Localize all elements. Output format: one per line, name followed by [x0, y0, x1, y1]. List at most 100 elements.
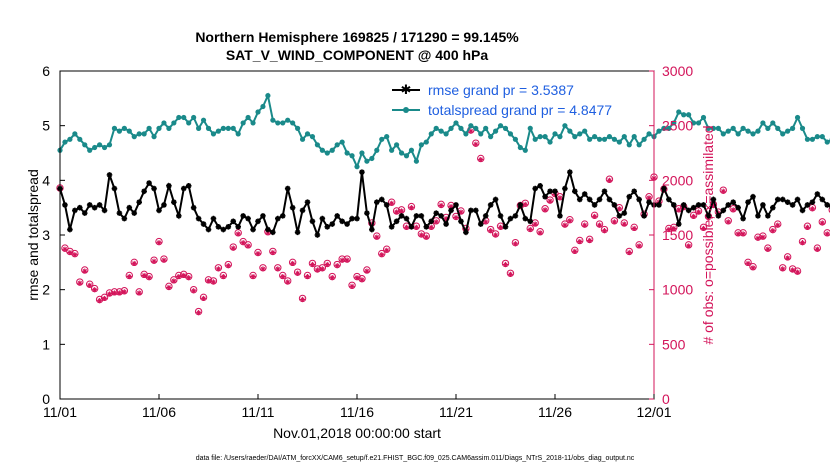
obs-assimilated-point	[309, 261, 316, 268]
obs-assimilated-point	[319, 266, 325, 272]
rmse-point	[111, 185, 118, 192]
legend: ✱ rmse grand pr = 3.5387 totalspread gra…	[392, 82, 612, 118]
obs-assimilated-point	[433, 219, 439, 225]
totalspread-point	[700, 114, 707, 121]
rmse-point	[423, 224, 430, 230]
rmse-point	[403, 215, 410, 222]
rmse-point	[161, 202, 167, 208]
obs-assimilated-point	[720, 188, 726, 194]
rmse-point	[774, 196, 781, 203]
y-left-tick-label: 2	[42, 282, 50, 298]
totalspread-point	[324, 150, 330, 156]
totalspread-point	[186, 120, 192, 126]
obs-assimilated-point	[770, 228, 776, 234]
totalspread-point	[146, 125, 152, 131]
obs-assimilated-point	[453, 214, 459, 221]
rmse-point	[339, 218, 345, 225]
obs-assimilated-point	[418, 232, 424, 238]
obs-assimilated-point	[636, 243, 642, 249]
obs-assimilated-point	[245, 243, 251, 249]
rmse-point	[383, 202, 390, 208]
rmse-point	[101, 207, 108, 214]
rmse-point	[710, 196, 717, 203]
totalspread-point	[97, 142, 103, 148]
totalspread-point	[478, 131, 484, 137]
obs-assimilated-point	[97, 298, 103, 304]
rmse-point	[463, 229, 469, 236]
obs-assimilated-point	[101, 295, 108, 302]
totalspread-point	[775, 125, 781, 131]
rmse-point	[270, 229, 276, 236]
y-left-tick-label: 5	[42, 118, 50, 134]
totalspread-point	[106, 142, 113, 148]
totalspread-point	[715, 125, 721, 131]
obs-assimilated-point	[230, 245, 236, 251]
obs-assimilated-point	[344, 257, 350, 263]
obs-assimilated-point	[691, 213, 697, 220]
totalspread-point	[329, 147, 335, 153]
rmse-point	[319, 215, 326, 222]
rmse-point	[601, 188, 608, 195]
rmse-point	[492, 196, 499, 203]
rmse-point	[680, 202, 687, 208]
rmse-point	[715, 213, 722, 219]
totalspread-point	[621, 134, 627, 140]
rmse-point	[359, 169, 365, 175]
rmse-point	[586, 196, 593, 203]
obs-assimilated-point	[577, 238, 583, 245]
obs-assimilated-point	[735, 231, 741, 237]
totalspread-point	[82, 142, 88, 148]
rmse-point	[428, 218, 435, 225]
totalspread-point	[572, 134, 578, 140]
rmse-point	[641, 213, 647, 219]
rmse-point	[458, 218, 464, 225]
totalspread-point	[814, 134, 820, 140]
totalspread-point	[250, 120, 256, 126]
rmse-point	[86, 202, 93, 208]
y-left-tick-label: 1	[42, 336, 50, 352]
obs-assimilated-point	[260, 266, 266, 272]
obs-assimilated-point	[428, 224, 434, 230]
rmse-point	[284, 185, 291, 192]
rmse-point	[369, 226, 375, 233]
totalspread-point	[596, 136, 603, 142]
totalspread-point	[379, 136, 385, 142]
rmse-point	[265, 226, 271, 233]
totalspread-point	[200, 117, 207, 123]
obs-assimilated-point	[280, 273, 286, 280]
obs-assimilated-point	[384, 247, 390, 253]
totalspread-point	[671, 120, 677, 126]
obs-assimilated-point	[235, 231, 241, 237]
obs-assimilated-point	[621, 221, 627, 227]
rmse-point	[700, 202, 707, 208]
totalspread-point	[552, 131, 558, 137]
obs-assimilated-point	[700, 225, 707, 232]
obs-assimilated-point	[562, 222, 568, 228]
obs-assimilated-point	[626, 249, 632, 256]
totalspread-point	[230, 125, 236, 131]
obs-assimilated-point	[181, 272, 187, 279]
obs-assimilated-point	[324, 261, 330, 268]
y-right-tick-label: 1000	[662, 282, 693, 298]
obs-assimilated-point	[448, 203, 454, 210]
totalspread-point	[408, 147, 415, 153]
rmse-point	[418, 213, 425, 219]
totalspread-point	[87, 147, 93, 153]
totalspread-point	[493, 128, 499, 134]
totalspread-point	[384, 134, 390, 140]
rmse-point	[260, 213, 266, 219]
rmse-point	[443, 221, 449, 227]
obs-assimilated-point	[537, 230, 543, 236]
totalspread-point	[760, 120, 766, 126]
rmse-point	[616, 213, 623, 219]
totalspread-point	[116, 128, 122, 134]
totalspread-point	[121, 125, 127, 131]
obs-assimilated-point	[77, 280, 83, 286]
totalspread-point	[265, 93, 271, 99]
rmse-point	[675, 221, 682, 227]
totalspread-point	[245, 114, 251, 121]
obs-assimilated-point	[730, 207, 736, 213]
chart-title-line2: SAT_V_WIND_COMPONENT @ 400 hPa	[226, 47, 489, 63]
obs-assimilated-point	[745, 260, 751, 267]
totalspread-point	[92, 144, 98, 151]
